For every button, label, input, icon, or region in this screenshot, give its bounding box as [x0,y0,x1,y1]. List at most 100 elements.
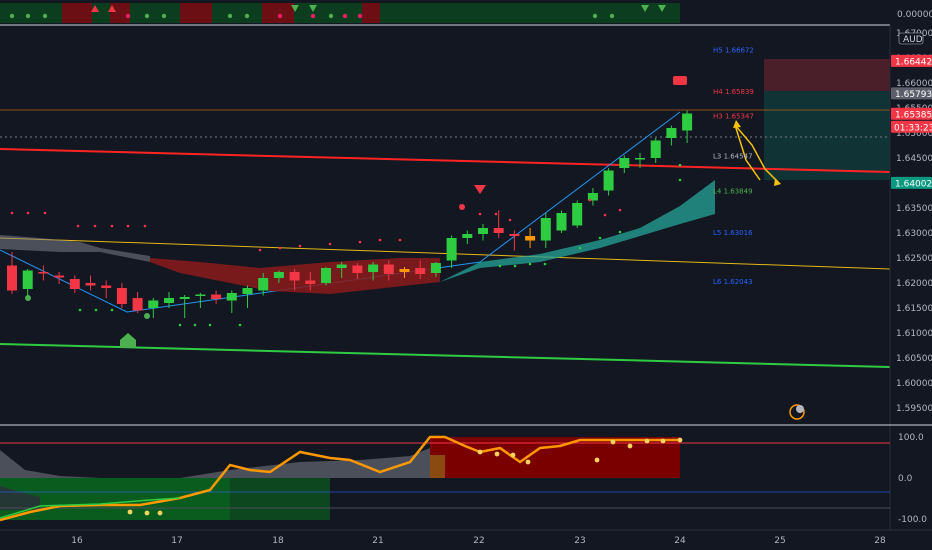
pivot-level-label: L4 1.63849 [713,188,753,196]
strip-dot [25,13,31,19]
candle-body [540,218,551,241]
oscillator-pane [0,435,890,522]
risk-zone [764,59,890,91]
candle-body [478,228,488,234]
indicator-dot [543,262,547,266]
indicator-dot [528,262,532,266]
indicator-dot [598,236,602,240]
candle-body [164,298,174,303]
indicator-dot [678,178,682,182]
red-flag-icon [673,76,687,85]
red-trendline [0,148,891,173]
price-tick-label: 1.66000 [896,79,932,89]
yellow-trendline [0,237,891,270]
top-strip-pane [0,3,680,23]
oscillator-tick-label: 0.0 [898,474,913,484]
oscillator-tick-label: -100.0 [898,515,927,525]
green-cloud [440,180,715,282]
projection-arrow-up [734,124,761,181]
candle-body [368,264,379,272]
oscillator-dot [677,437,683,443]
candle-body [352,265,363,273]
price-badge-p3 [891,107,932,120]
top-strip-value: 0.00000 [897,10,932,20]
indicator-dot [238,323,242,327]
candle-body [336,264,347,268]
oscillator-dot [144,510,150,516]
arrow-head-icon [733,120,741,128]
oscillator-dot [644,438,650,444]
countdown-badge [891,120,932,133]
price-tick-label: 1.61500 [896,304,932,314]
reward-zone [764,91,890,180]
price-tick-label: 1.60500 [896,354,932,364]
indicator-dot [678,163,682,167]
candle-body [321,268,331,283]
candle-body [101,285,112,288]
alert-clock-dot [796,405,804,413]
indicator-dot [76,224,80,228]
strip-dot [144,13,150,19]
indicator-dot [618,208,622,212]
candle-body [415,268,426,274]
candle-body [289,272,300,281]
candle-body [556,213,567,231]
indicator-dot [513,264,517,268]
down-triangle-icon [474,185,486,194]
currency-label: AUD [903,35,923,45]
arrow-head-icon [774,178,781,186]
indicator-dot [10,211,14,215]
indicator-dot [94,308,98,312]
indicator-dot [498,264,502,268]
candle-body [525,236,536,241]
candle-body [116,288,127,304]
pivot-level-label: H4 1.65839 [713,88,754,96]
price-tick-label: 1.61000 [896,329,932,339]
indicator-dot [603,213,607,217]
pivot-level-label: L6 1.62043 [713,278,753,286]
time-tick-label: 17 [171,536,182,546]
candle-body [7,265,17,291]
strip-dot [125,13,131,19]
price-badge-p1 [891,54,932,67]
candle-body [179,297,190,299]
candle-body [22,270,33,289]
candle-body [587,193,598,201]
indicator-dot [110,224,114,228]
price-badge-label: 1.65793 [895,90,932,100]
indicator-dot [478,212,482,216]
down-triangle-icon [641,5,649,12]
time-tick-label: 18 [272,536,284,546]
indicator-dot [618,230,622,234]
indicator-dot [328,242,332,246]
down-triangle-icon [291,5,299,12]
candle-body [54,275,65,278]
candle-body [132,298,143,311]
down-triangle-icon [309,5,317,12]
currency-badge[interactable] [898,32,924,45]
candle-body [69,279,80,289]
time-tick-label: 24 [674,536,686,546]
pivot-level-label: L5 1.63016 [713,229,753,237]
strip-dot [609,13,615,19]
indicator-dot [26,211,30,215]
oscillator-dot [610,439,616,445]
indicator-dot [298,244,302,248]
oscillator-line [0,435,680,522]
time-tick-label: 25 [774,536,785,546]
down-triangle-icon [658,5,666,12]
oscillator-dot [477,449,483,455]
signal-dot [459,204,465,210]
signal-dot [25,295,31,301]
oscillator-dot [594,457,600,463]
price-badge-p4 [891,176,932,189]
candle-body [399,269,410,272]
candle-body [682,113,693,131]
strip-dot [227,13,233,19]
price-tick-label: 1.65000 [896,129,932,139]
candle-body [619,158,630,168]
candle-body [635,158,645,160]
up-triangle-icon [108,5,116,12]
strip-dot [310,13,316,19]
